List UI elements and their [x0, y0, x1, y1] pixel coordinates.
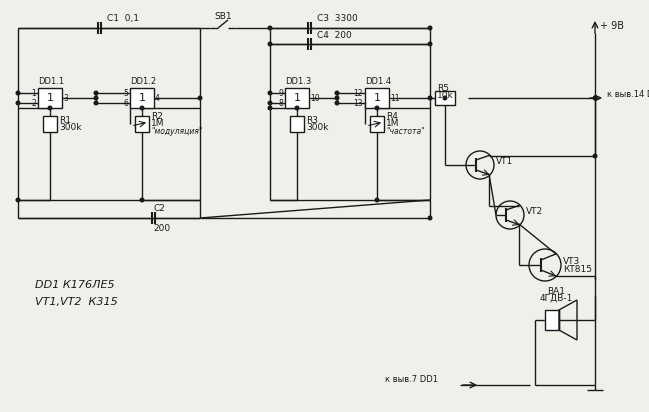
Circle shape	[428, 26, 432, 30]
Text: 6: 6	[123, 98, 128, 108]
Circle shape	[16, 198, 20, 202]
Text: 4: 4	[155, 94, 160, 103]
Circle shape	[140, 198, 144, 202]
Bar	[135, 116, 149, 132]
Circle shape	[48, 106, 52, 110]
Bar	[435, 91, 455, 105]
Text: 8: 8	[278, 98, 283, 108]
Text: DD1 К176ЛЕ5: DD1 К176ЛЕ5	[35, 280, 115, 290]
Text: DD1.3: DD1.3	[285, 77, 312, 86]
Text: 1: 1	[374, 93, 380, 103]
Text: 4ГДВ-1: 4ГДВ-1	[539, 293, 572, 302]
Text: 300k: 300k	[59, 122, 82, 131]
Circle shape	[593, 96, 597, 100]
Text: SB1: SB1	[214, 12, 232, 21]
Circle shape	[428, 96, 432, 100]
Text: DD1.4: DD1.4	[365, 77, 391, 86]
Text: VT3: VT3	[563, 257, 580, 265]
Circle shape	[335, 96, 339, 100]
Text: R5: R5	[437, 84, 449, 93]
Text: VT2: VT2	[526, 206, 543, 215]
Bar	[290, 116, 304, 132]
Circle shape	[268, 42, 272, 46]
Text: 1: 1	[293, 93, 300, 103]
Text: + 9В: + 9В	[600, 21, 624, 31]
Text: DD1.2: DD1.2	[130, 77, 156, 86]
Text: 200: 200	[153, 223, 170, 232]
Text: 5: 5	[123, 89, 128, 98]
Text: 300k: 300k	[306, 122, 328, 131]
Text: 1: 1	[138, 93, 145, 103]
Text: "модуляция": "модуляция"	[151, 127, 202, 136]
Bar	[365, 88, 389, 108]
Bar	[130, 88, 154, 108]
Text: R2: R2	[151, 112, 163, 120]
Text: 1M: 1M	[386, 119, 400, 127]
Circle shape	[94, 91, 98, 95]
Text: R1: R1	[59, 115, 71, 124]
Text: C1  0,1: C1 0,1	[107, 14, 139, 23]
Bar	[43, 116, 57, 132]
Text: 11: 11	[390, 94, 400, 103]
Text: КТ815: КТ815	[563, 265, 592, 274]
Text: 1: 1	[47, 93, 53, 103]
Circle shape	[335, 101, 339, 105]
Circle shape	[268, 101, 272, 105]
Circle shape	[140, 106, 144, 110]
Bar	[545, 310, 559, 330]
Text: R4: R4	[386, 112, 398, 120]
Text: ВА1: ВА1	[547, 288, 565, 297]
Bar	[370, 116, 384, 132]
Text: 13: 13	[353, 98, 363, 108]
Circle shape	[428, 216, 432, 220]
Text: 3: 3	[63, 94, 68, 103]
Text: 10: 10	[310, 94, 319, 103]
Circle shape	[268, 91, 272, 95]
Circle shape	[443, 96, 447, 100]
Circle shape	[268, 26, 272, 30]
Circle shape	[593, 154, 597, 158]
Text: VT1,VT2  К315: VT1,VT2 К315	[35, 297, 117, 307]
Text: 2: 2	[31, 98, 36, 108]
Circle shape	[94, 101, 98, 105]
Bar	[38, 88, 62, 108]
Text: "частота": "частота"	[386, 127, 424, 136]
Text: к выв.7 DD1: к выв.7 DD1	[385, 375, 438, 384]
Text: 10k: 10k	[437, 91, 454, 100]
Circle shape	[295, 106, 299, 110]
Text: 1: 1	[31, 89, 36, 98]
Circle shape	[335, 91, 339, 95]
Circle shape	[16, 101, 20, 105]
Circle shape	[375, 106, 379, 110]
Text: R3: R3	[306, 115, 318, 124]
Text: 9: 9	[278, 89, 283, 98]
Text: C4  200: C4 200	[317, 30, 352, 40]
Text: VT1: VT1	[496, 157, 513, 166]
Text: 12: 12	[354, 89, 363, 98]
Text: C3  3300: C3 3300	[317, 14, 358, 23]
Circle shape	[268, 106, 272, 110]
Text: 1M: 1M	[151, 119, 164, 127]
Circle shape	[375, 198, 379, 202]
Text: к выв.14 DD1: к выв.14 DD1	[607, 89, 649, 98]
Circle shape	[94, 96, 98, 100]
Bar	[285, 88, 309, 108]
Text: C2: C2	[153, 204, 165, 213]
Circle shape	[428, 42, 432, 46]
Text: DD1.1: DD1.1	[38, 77, 64, 86]
Circle shape	[16, 91, 20, 95]
Circle shape	[198, 96, 202, 100]
